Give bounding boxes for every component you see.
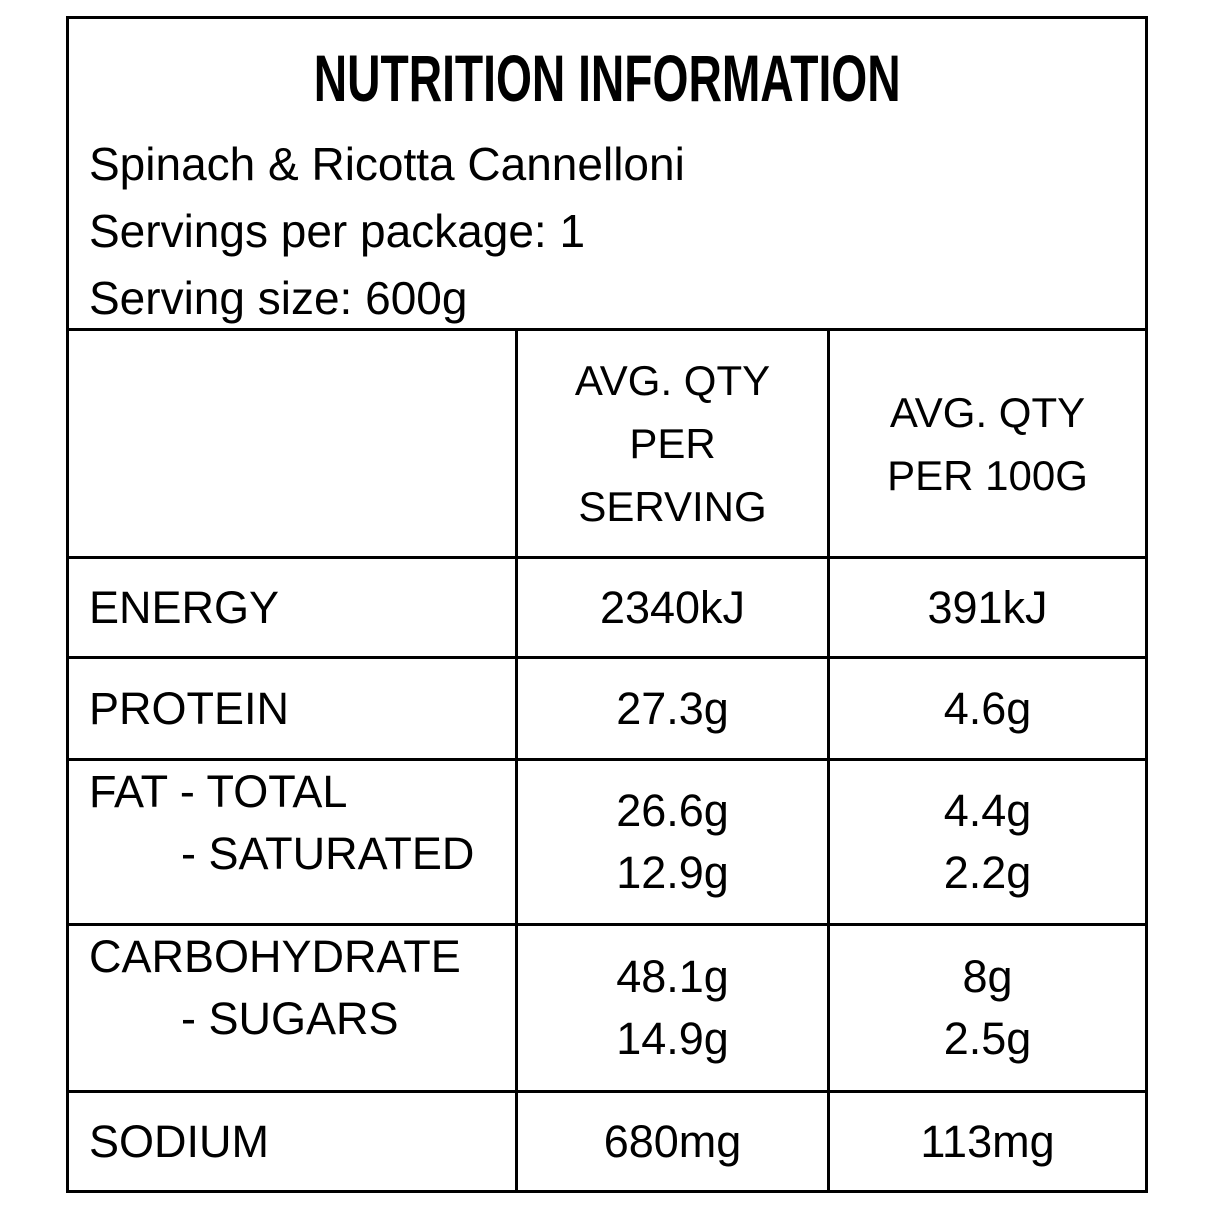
- column-header-per-serving: AVG. QTY PER SERVING: [518, 331, 827, 556]
- row-fat-saturated-per-100g: 2.2g: [943, 847, 1032, 898]
- servings-per-package: Servings per package: 1: [89, 205, 586, 257]
- row-energy-label: ENERGY: [69, 559, 515, 656]
- row-sodium-per-100g: 113mg: [830, 1093, 1145, 1190]
- row-sodium-label: SODIUM: [69, 1093, 515, 1190]
- row-protein-label: PROTEIN: [69, 659, 515, 758]
- row-energy-per-serving: 2340kJ: [518, 559, 827, 656]
- label-title: NUTRITION INFORMATION: [89, 41, 1125, 122]
- row-fat-label: FAT - TOTAL - SATURATED: [69, 761, 515, 923]
- row-carbohydrate-sugars-per-serving: 14.9g: [616, 1013, 729, 1064]
- row-fat-total-per-serving: 26.6g: [616, 785, 729, 836]
- row-sodium-per-serving: 680mg: [518, 1093, 827, 1190]
- nutrition-label: NUTRITION INFORMATION Spinach & Ricotta …: [66, 16, 1148, 1193]
- row-carbohydrate-total-per-serving: 48.1g: [616, 951, 729, 1002]
- row-fat-total-per-100g: 4.4g: [943, 785, 1032, 836]
- row-carbohydrate-label-total: CARBOHYDRATE: [89, 931, 461, 982]
- row-fat-label-total: FAT - TOTAL: [89, 766, 348, 817]
- row-carbohydrate-label: CARBOHYDRATE - SUGARS: [69, 926, 515, 1090]
- label-title-text: NUTRITION INFORMATION: [313, 41, 901, 115]
- product-name: Spinach & Ricotta Cannelloni: [89, 138, 685, 190]
- label-header: NUTRITION INFORMATION Spinach & Ricotta …: [69, 19, 1145, 328]
- row-fat-saturated-per-serving: 12.9g: [616, 847, 729, 898]
- row-carbohydrate-per-serving: 48.1g 14.9g: [518, 926, 827, 1090]
- row-fat-label-saturated: - SATURATED: [181, 828, 475, 879]
- row-protein-per-serving: 27.3g: [518, 659, 827, 758]
- nutrition-table: AVG. QTY PER SERVING AVG. QTY PER 100G E…: [69, 328, 1145, 1190]
- row-fat-per-serving: 26.6g 12.9g: [518, 761, 827, 923]
- row-carbohydrate-sugars-per-100g: 2.5g: [943, 1013, 1032, 1064]
- row-carbohydrate-total-per-100g: 8g: [962, 951, 1013, 1002]
- row-energy-per-100g: 391kJ: [830, 559, 1145, 656]
- column-header-per-100g: AVG. QTY PER 100G: [830, 331, 1145, 556]
- row-carbohydrate-per-100g: 8g 2.5g: [830, 926, 1145, 1090]
- row-fat-per-100g: 4.4g 2.2g: [830, 761, 1145, 923]
- row-carbohydrate-label-sugars: - SUGARS: [181, 993, 399, 1044]
- column-header-item: [69, 331, 515, 556]
- row-protein-per-100g: 4.6g: [830, 659, 1145, 758]
- serving-size: Serving size: 600g: [89, 272, 468, 324]
